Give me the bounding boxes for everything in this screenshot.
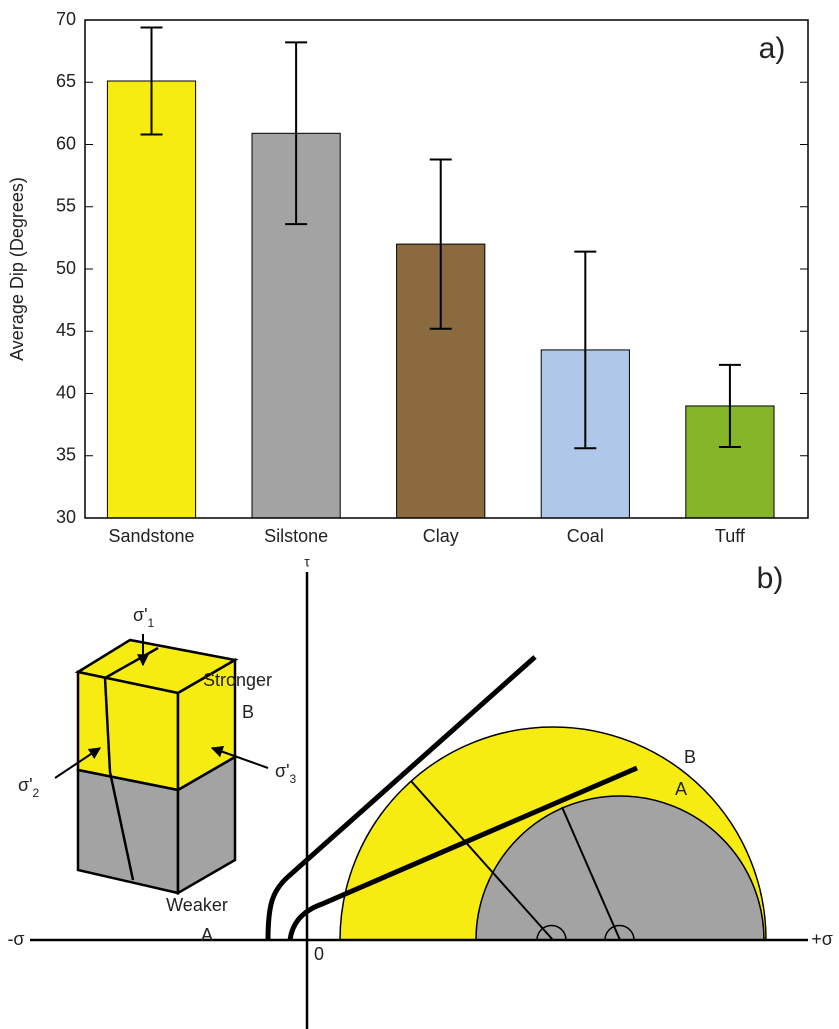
- x-tick-label: Clay: [423, 526, 459, 546]
- pos-sigma-label: +σ: [811, 929, 833, 949]
- x-tick-label: Coal: [567, 526, 604, 546]
- diagram: b) τ -σ +σ 0 B A σ'1 σ'2 σ'3 Stronger: [7, 554, 832, 1029]
- origin-label: 0: [314, 944, 324, 964]
- neg-sigma-label: -σ: [7, 929, 24, 949]
- layer-name: Stronger: [203, 670, 272, 690]
- y-tick-label: 40: [56, 382, 76, 402]
- panel-label: b): [757, 562, 784, 595]
- circle-label: B: [684, 747, 696, 767]
- stress-symbol: σ': [275, 761, 290, 781]
- y-tick-label: 60: [56, 133, 76, 153]
- stress-sub: 3: [290, 772, 297, 786]
- figure: a) Average Dip (Degrees) Sandstone Silsto…: [0, 0, 839, 1029]
- x-tick-label: Silstone: [264, 526, 328, 546]
- bar: [107, 81, 195, 518]
- tau-label: τ: [304, 554, 310, 570]
- layer-id: B: [242, 702, 254, 722]
- x-tick-label: Tuff: [715, 526, 746, 546]
- stress-label: σ'1: [133, 605, 155, 630]
- stress-sub: 2: [33, 786, 40, 800]
- layer-name: Weaker: [166, 895, 228, 915]
- block-front-weak: [78, 770, 178, 893]
- y-tick-label: 35: [56, 445, 76, 465]
- y-tick-label: 70: [56, 9, 76, 29]
- x-tick-label: Sandstone: [108, 526, 194, 546]
- y-axis-label: Average Dip (Degrees): [7, 177, 27, 361]
- stress-label: σ'2: [18, 775, 40, 800]
- y-tick-label: 65: [56, 71, 76, 91]
- stress-label: σ'3: [275, 761, 297, 786]
- y-tick-label: 30: [56, 507, 76, 527]
- layer-id: A: [201, 925, 213, 945]
- y-tick-label: 50: [56, 258, 76, 278]
- stress-symbol: σ': [18, 775, 33, 795]
- circle-label: A: [675, 779, 687, 799]
- stress-symbol: σ': [133, 605, 148, 625]
- stress-sub: 1: [148, 616, 155, 630]
- y-tick-label: 55: [56, 196, 76, 216]
- panel-label: a): [759, 32, 786, 65]
- bar-chart: a) Average Dip (Degrees) Sandstone Silsto…: [7, 9, 808, 546]
- y-tick-label: 45: [56, 320, 76, 340]
